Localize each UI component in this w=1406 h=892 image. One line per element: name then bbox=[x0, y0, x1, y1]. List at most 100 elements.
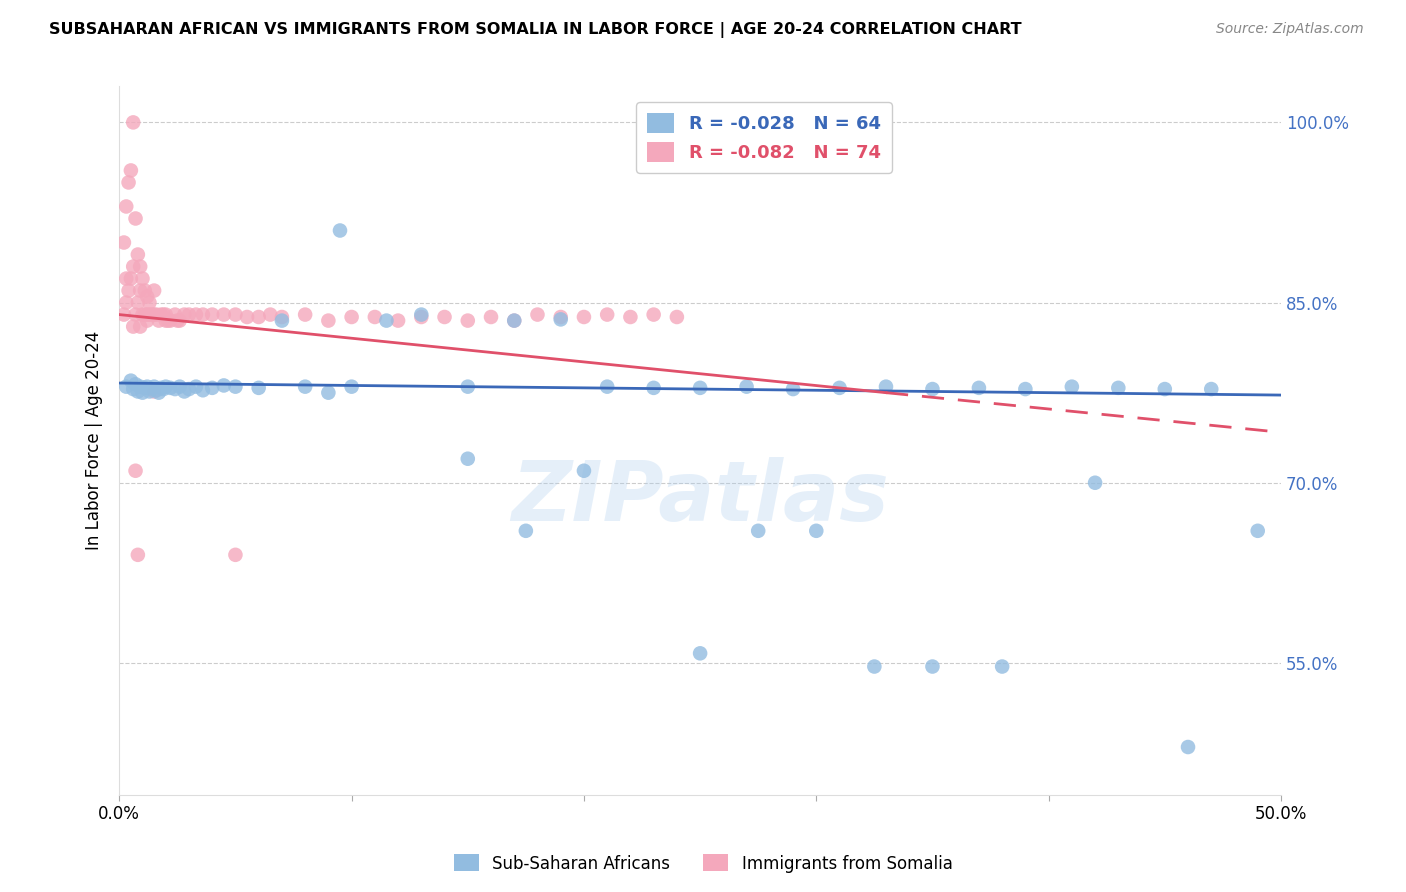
Point bbox=[136, 289, 159, 303]
Point bbox=[735, 379, 758, 393]
Text: SUBSAHARAN AFRICAN VS IMMIGRANTS FROM SOMALIA IN LABOR FORCE | AGE 20-24 CORRELA: SUBSAHARAN AFRICAN VS IMMIGRANTS FROM SO… bbox=[49, 22, 1022, 38]
Point bbox=[169, 313, 191, 327]
Point bbox=[131, 308, 153, 322]
Point bbox=[134, 381, 156, 395]
Point bbox=[152, 382, 174, 396]
Point bbox=[129, 284, 152, 298]
Point bbox=[136, 313, 159, 327]
Point bbox=[177, 308, 200, 322]
Legend: R = -0.028   N = 64, R = -0.082   N = 74: R = -0.028 N = 64, R = -0.082 N = 74 bbox=[637, 103, 891, 173]
Point bbox=[526, 308, 548, 322]
Point bbox=[875, 379, 897, 393]
Point bbox=[863, 659, 886, 673]
Point bbox=[782, 382, 804, 396]
Point bbox=[122, 260, 145, 274]
Point bbox=[271, 313, 294, 327]
Point bbox=[117, 284, 139, 298]
Point bbox=[122, 382, 145, 396]
Point bbox=[115, 379, 138, 393]
Point bbox=[117, 176, 139, 190]
Point bbox=[550, 312, 572, 326]
Point bbox=[596, 379, 619, 393]
Point bbox=[148, 385, 170, 400]
Point bbox=[136, 379, 159, 393]
Point bbox=[515, 524, 537, 538]
Text: Source: ZipAtlas.com: Source: ZipAtlas.com bbox=[1216, 22, 1364, 37]
Point bbox=[503, 313, 526, 327]
Point bbox=[1177, 739, 1199, 754]
Point bbox=[115, 295, 138, 310]
Point bbox=[134, 308, 156, 322]
Point bbox=[294, 308, 316, 322]
Point bbox=[143, 308, 166, 322]
Point bbox=[173, 384, 195, 399]
Point bbox=[375, 313, 398, 327]
Point bbox=[150, 381, 173, 395]
Point bbox=[169, 379, 191, 393]
Point bbox=[247, 310, 270, 324]
Point bbox=[364, 310, 387, 324]
Point bbox=[271, 310, 294, 324]
Point bbox=[124, 377, 146, 392]
Point bbox=[127, 548, 149, 562]
Point bbox=[143, 379, 166, 393]
Point bbox=[572, 464, 595, 478]
Point bbox=[173, 308, 195, 322]
Point bbox=[806, 524, 828, 538]
Point bbox=[643, 381, 665, 395]
Point bbox=[689, 646, 711, 660]
Point bbox=[148, 313, 170, 327]
Point bbox=[212, 378, 235, 392]
Point bbox=[143, 284, 166, 298]
Point bbox=[159, 313, 181, 327]
Point bbox=[318, 313, 340, 327]
Point bbox=[112, 235, 135, 250]
Point bbox=[643, 308, 665, 322]
Point bbox=[411, 310, 433, 324]
Point bbox=[294, 379, 316, 393]
Point bbox=[145, 308, 167, 322]
Point bbox=[318, 385, 340, 400]
Point bbox=[150, 308, 173, 322]
Point bbox=[433, 310, 456, 324]
Point bbox=[163, 308, 186, 322]
Point bbox=[191, 384, 214, 398]
Point bbox=[224, 548, 246, 562]
Point bbox=[152, 308, 174, 322]
Point bbox=[120, 374, 142, 388]
Point bbox=[159, 381, 181, 395]
Point bbox=[124, 308, 146, 322]
Point bbox=[129, 379, 152, 393]
Point bbox=[122, 115, 145, 129]
Point bbox=[138, 295, 160, 310]
Point bbox=[129, 319, 152, 334]
Point bbox=[340, 379, 363, 393]
Point bbox=[127, 384, 149, 399]
Point bbox=[127, 295, 149, 310]
Y-axis label: In Labor Force | Age 20-24: In Labor Force | Age 20-24 bbox=[86, 331, 103, 550]
Point bbox=[115, 271, 138, 285]
Point bbox=[124, 211, 146, 226]
Point bbox=[138, 384, 160, 399]
Text: ZIPatlas: ZIPatlas bbox=[512, 457, 889, 538]
Point bbox=[596, 308, 619, 322]
Point bbox=[329, 223, 352, 237]
Point bbox=[127, 247, 149, 261]
Point bbox=[184, 379, 207, 393]
Point bbox=[921, 659, 943, 673]
Point bbox=[967, 381, 990, 395]
Point bbox=[1247, 524, 1270, 538]
Point bbox=[157, 313, 180, 327]
Point bbox=[155, 379, 177, 393]
Point bbox=[247, 381, 270, 395]
Point bbox=[177, 382, 200, 396]
Point bbox=[134, 284, 156, 298]
Point bbox=[340, 310, 363, 324]
Point bbox=[201, 308, 224, 322]
Point bbox=[145, 384, 167, 398]
Point bbox=[141, 308, 163, 322]
Point bbox=[550, 310, 572, 324]
Point bbox=[138, 308, 160, 322]
Point bbox=[387, 313, 409, 327]
Point bbox=[120, 163, 142, 178]
